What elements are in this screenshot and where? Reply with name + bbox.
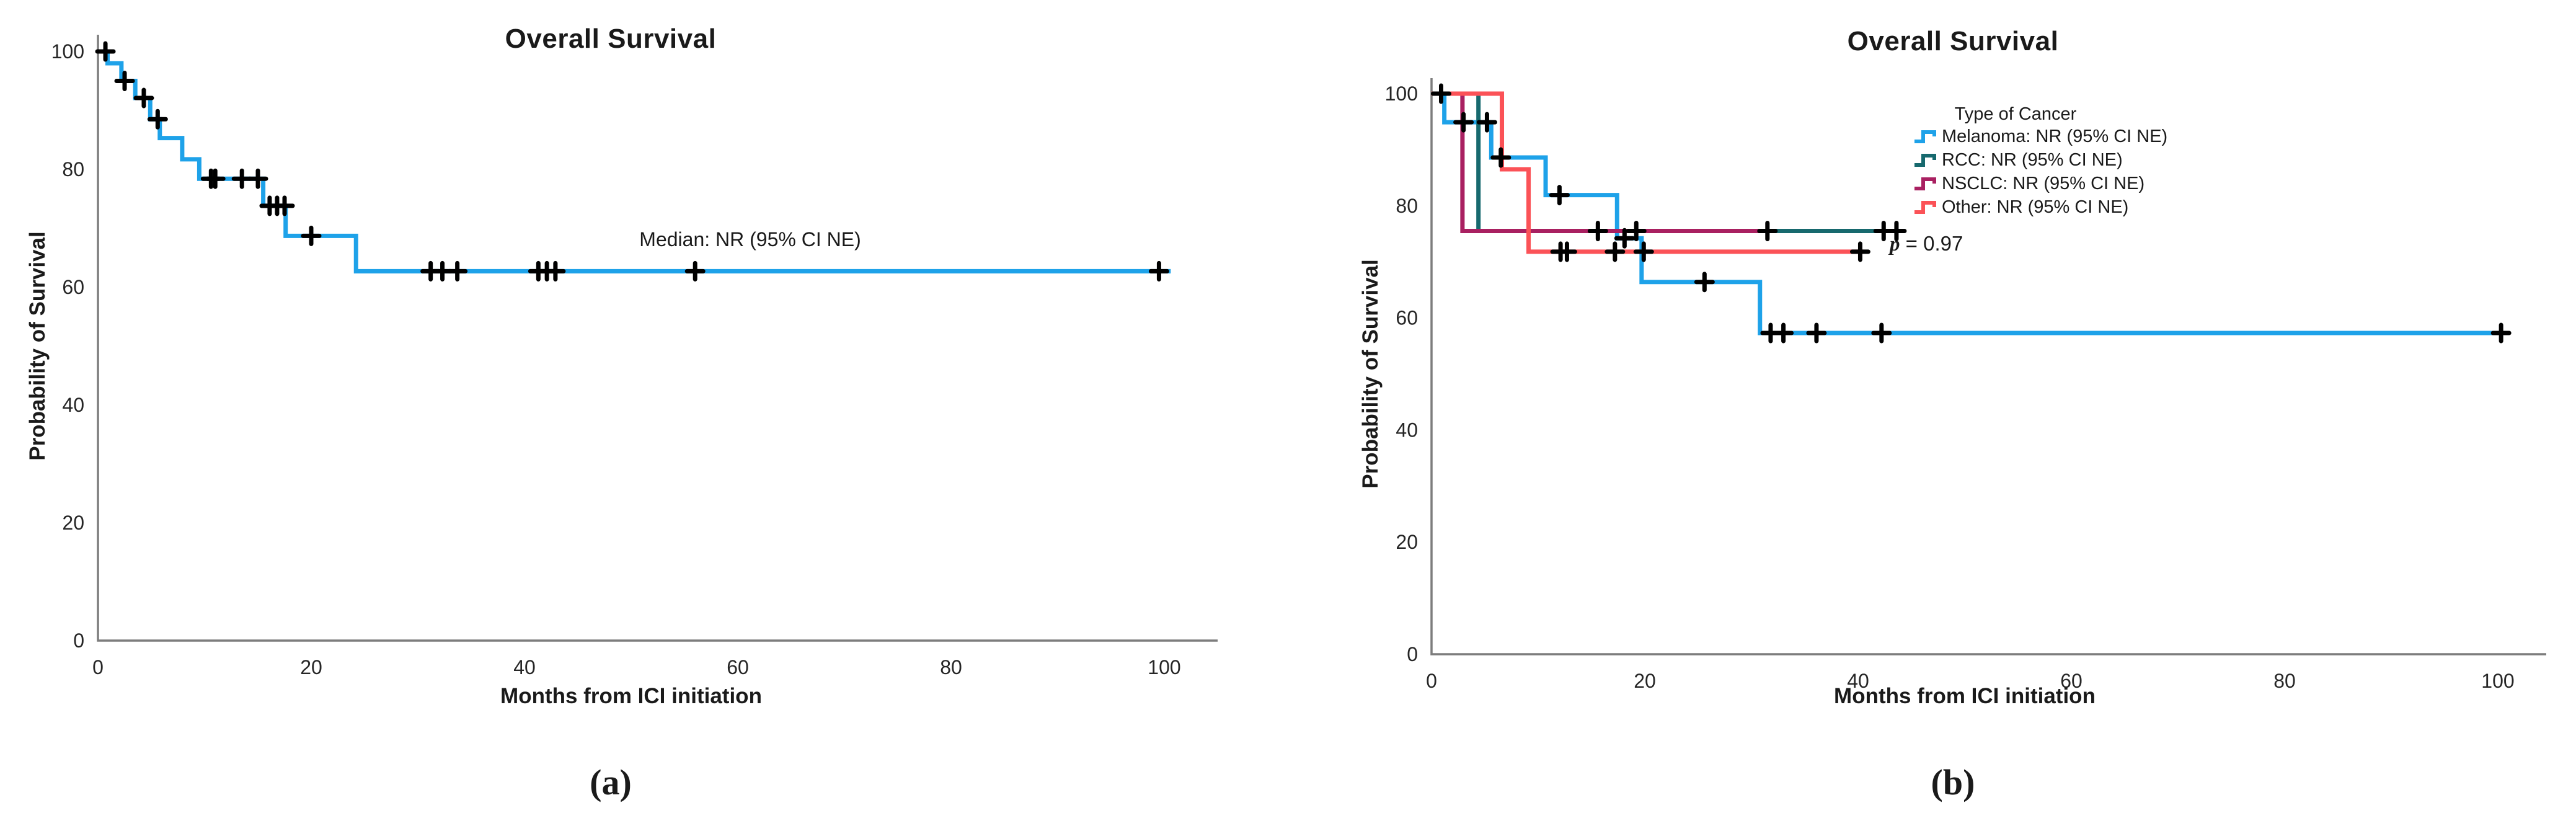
x-tick-label: 20 (1634, 670, 1656, 692)
x-tick-label: 40 (513, 656, 536, 678)
censor-marks-other (1550, 241, 1870, 262)
rcc-step-icon (1914, 154, 1936, 167)
panel-a-y-axis-title: Probability of Survival (25, 231, 50, 461)
panel-b-title: Overall Survival (1847, 26, 2059, 56)
km-panel-a: 0 20 40 60 80 100 0 20 40 60 80 100 (51, 35, 1218, 678)
p-symbol: p (1890, 233, 1900, 255)
censor-marks-rcc (1873, 220, 1907, 241)
panel-a-x-axis-title: Months from ICI initiation (500, 684, 762, 708)
panel-b-legend: Type of Cancer Melanoma: NR (95% CI NE) … (1913, 104, 2167, 219)
x-tick-label: 40 (1847, 670, 1869, 692)
legend-label: Other: NR (95% CI NE) (1942, 197, 2129, 217)
panel-b-p-value: p = 0.97 (1890, 232, 1963, 256)
y-tick-label: 80 (1396, 195, 1418, 217)
y-tick-label: 60 (62, 276, 84, 298)
y-tick-label: 60 (1396, 307, 1418, 329)
legend-item-rcc: RCC: NR (95% CI NE) (1913, 148, 2167, 172)
legend-item-melanoma: Melanoma: NR (95% CI NE) (1913, 125, 2167, 148)
x-tick-label: 0 (1426, 670, 1437, 692)
censor-marks-nsclc (1587, 220, 1778, 241)
other-step-icon (1914, 201, 1936, 214)
x-tick-label: 100 (1148, 656, 1180, 678)
y-tick-label: 0 (1407, 643, 1418, 665)
panel-a-caption: (a) (590, 762, 632, 802)
x-tick-label: 0 (92, 656, 104, 678)
censor-marks-all-patients (95, 41, 1169, 282)
y-tick-label: 100 (1385, 82, 1418, 105)
x-tick-label: 100 (2481, 670, 2514, 692)
axes-panel-b (1430, 78, 2546, 655)
panel-a-median-annotation: Median: NR (95% CI NE) (639, 228, 861, 251)
legend-item-other: Other: NR (95% CI NE) (1913, 195, 2167, 219)
y-tick-label: 20 (62, 512, 84, 534)
y-tick-label: 0 (73, 629, 84, 652)
y-tick-label: 40 (1396, 419, 1418, 441)
y-tick-label: 20 (1396, 531, 1418, 553)
legend-label: Melanoma: NR (95% CI NE) (1942, 126, 2168, 146)
x-tick-label: 80 (940, 656, 962, 678)
x-tick-label: 20 (300, 656, 322, 678)
panel-b-y-axis-title: Probability of Survival (1358, 259, 1383, 489)
legend-label: RCC: NR (95% CI NE) (1942, 149, 2123, 170)
axes-panel-a (97, 35, 1218, 642)
y-tick-label: 80 (62, 158, 84, 180)
km-curve-other (1432, 91, 1864, 254)
panel-a-title: Overall Survival (505, 24, 717, 54)
censor-marks-melanoma (1430, 83, 2512, 344)
legend-title: Type of Cancer (1954, 104, 2077, 124)
x-tick-label: 80 (2273, 670, 2296, 692)
nsclc-step-icon (1914, 177, 1936, 190)
legend-item-nsclc: NSCLC: NR (95% CI NE) (1913, 172, 2167, 195)
km-panel-b: 0 20 40 60 80 100 0 20 40 60 80 100 (1385, 78, 2546, 692)
x-tick-label: 60 (727, 656, 749, 678)
p-value-text: = 0.97 (1905, 232, 1963, 255)
km-curve-melanoma (1432, 91, 2503, 335)
km-curve-all-patients (98, 49, 1171, 273)
km-curve-nsclc (1432, 91, 1770, 233)
y-tick-label: 100 (51, 40, 84, 63)
melanoma-step-icon (1914, 130, 1936, 143)
panel-b-x-axis-title: Months from ICI initiation (1834, 684, 2096, 708)
x-tick-label: 60 (2060, 670, 2082, 692)
legend-label: NSCLC: NR (95% CI NE) (1942, 173, 2145, 193)
panel-b-caption: (b) (1931, 762, 1975, 802)
y-tick-label: 40 (62, 394, 84, 416)
